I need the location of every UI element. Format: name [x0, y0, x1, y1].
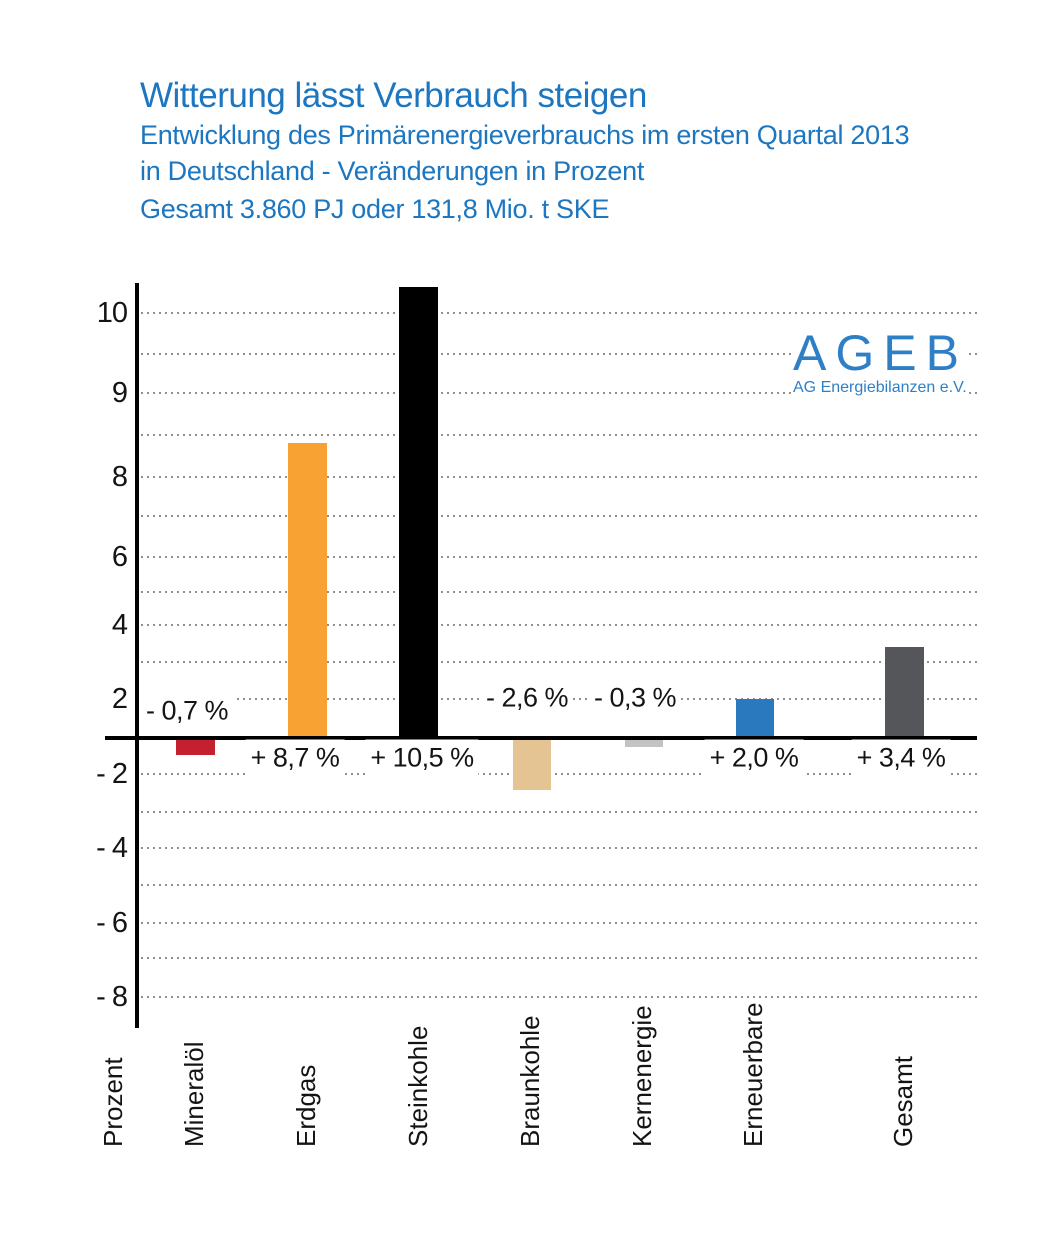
bar-Steinkohle: [399, 287, 438, 738]
y-tick-label: - 4: [96, 832, 128, 864]
page-title: Witterung lässt Verbrauch steigen: [140, 76, 647, 115]
ageb-logo-subtext: AG Energiebilanzen e.V.: [793, 379, 967, 396]
y-tick-label: - 8: [96, 981, 128, 1013]
bar-Erneuerbare: [736, 699, 774, 738]
bar-Kernenergie: [625, 738, 663, 747]
gridline: [141, 773, 977, 775]
bar-Erdgas: [288, 443, 327, 738]
gridline: [141, 847, 977, 849]
gridline: [141, 957, 977, 959]
chart-subtitle-line-1: Entwicklung des Primärenergieverbrauchs …: [140, 120, 910, 150]
chart-subtitle-line-2: in Deutschland - Veränderungen in Prozen…: [140, 156, 645, 186]
y-axis-title: Prozent: [98, 1057, 128, 1147]
bar-value-label: + 2,0 %: [704, 739, 804, 777]
gridline: [141, 996, 977, 998]
bar-value-label: + 10,5 %: [365, 739, 479, 777]
gridline: [141, 476, 977, 478]
y-tick-label: 4: [111, 609, 128, 641]
gridline: [141, 591, 977, 593]
bar-value-label: - 0,7 %: [140, 692, 234, 730]
category-label-Gesamt: Gesamt: [888, 1055, 918, 1147]
gridline: [141, 434, 977, 436]
category-label-Erneuerbare: Erneuerbare: [738, 1002, 768, 1147]
gridline: [141, 312, 977, 314]
gridline: [141, 811, 977, 813]
gridline: [141, 392, 977, 394]
bar-Braunkohle: [513, 738, 551, 790]
category-label-Erdgas: Erdgas: [291, 1064, 321, 1147]
y-tick-label: 9: [111, 377, 128, 409]
ageb-logo-acronym: AGEB: [793, 325, 968, 381]
chart-header: Witterung lässt Verbrauch steigen Entwic…: [140, 76, 910, 226]
bar-value-label: + 3,4 %: [851, 739, 951, 777]
ageb-logo: AGEB AG Energiebilanzen e.V.: [793, 328, 969, 404]
bar-value-label: - 2,6 %: [480, 679, 574, 717]
gridline: [141, 515, 977, 517]
y-tick-label: 8: [111, 461, 128, 493]
category-label-Kernenergie: Kernenergie: [627, 1005, 657, 1147]
chart-subtitle-line-3: Gesamt 3.860 PJ oder 131,8 Mio. t SKE: [140, 194, 610, 224]
y-tick-label: - 2: [96, 758, 128, 790]
gridline: [141, 556, 977, 558]
bar-value-label: - 0,3 %: [588, 679, 682, 717]
category-label-Steinkohle: Steinkohle: [403, 1025, 433, 1147]
y-tick-label: 10: [96, 297, 128, 329]
y-tick-label: 6: [111, 541, 128, 573]
category-label-Braunkohle: Braunkohle: [515, 1015, 545, 1147]
gridline: [141, 922, 977, 924]
y-tick-label: 2: [111, 683, 128, 715]
gridline: [141, 661, 977, 663]
y-tick-label: - 6: [96, 907, 128, 939]
x-axis-zero-line: [105, 736, 977, 740]
gridline: [141, 353, 977, 355]
bar-Mineralöl: [176, 738, 215, 755]
bar-value-label: + 8,7 %: [245, 739, 345, 777]
gridline: [141, 624, 977, 626]
y-axis-line: [135, 283, 139, 1028]
category-label-Mineralöl: Mineralöl: [179, 1041, 209, 1148]
gridline: [141, 884, 977, 886]
bar-Gesamt: [885, 647, 924, 738]
